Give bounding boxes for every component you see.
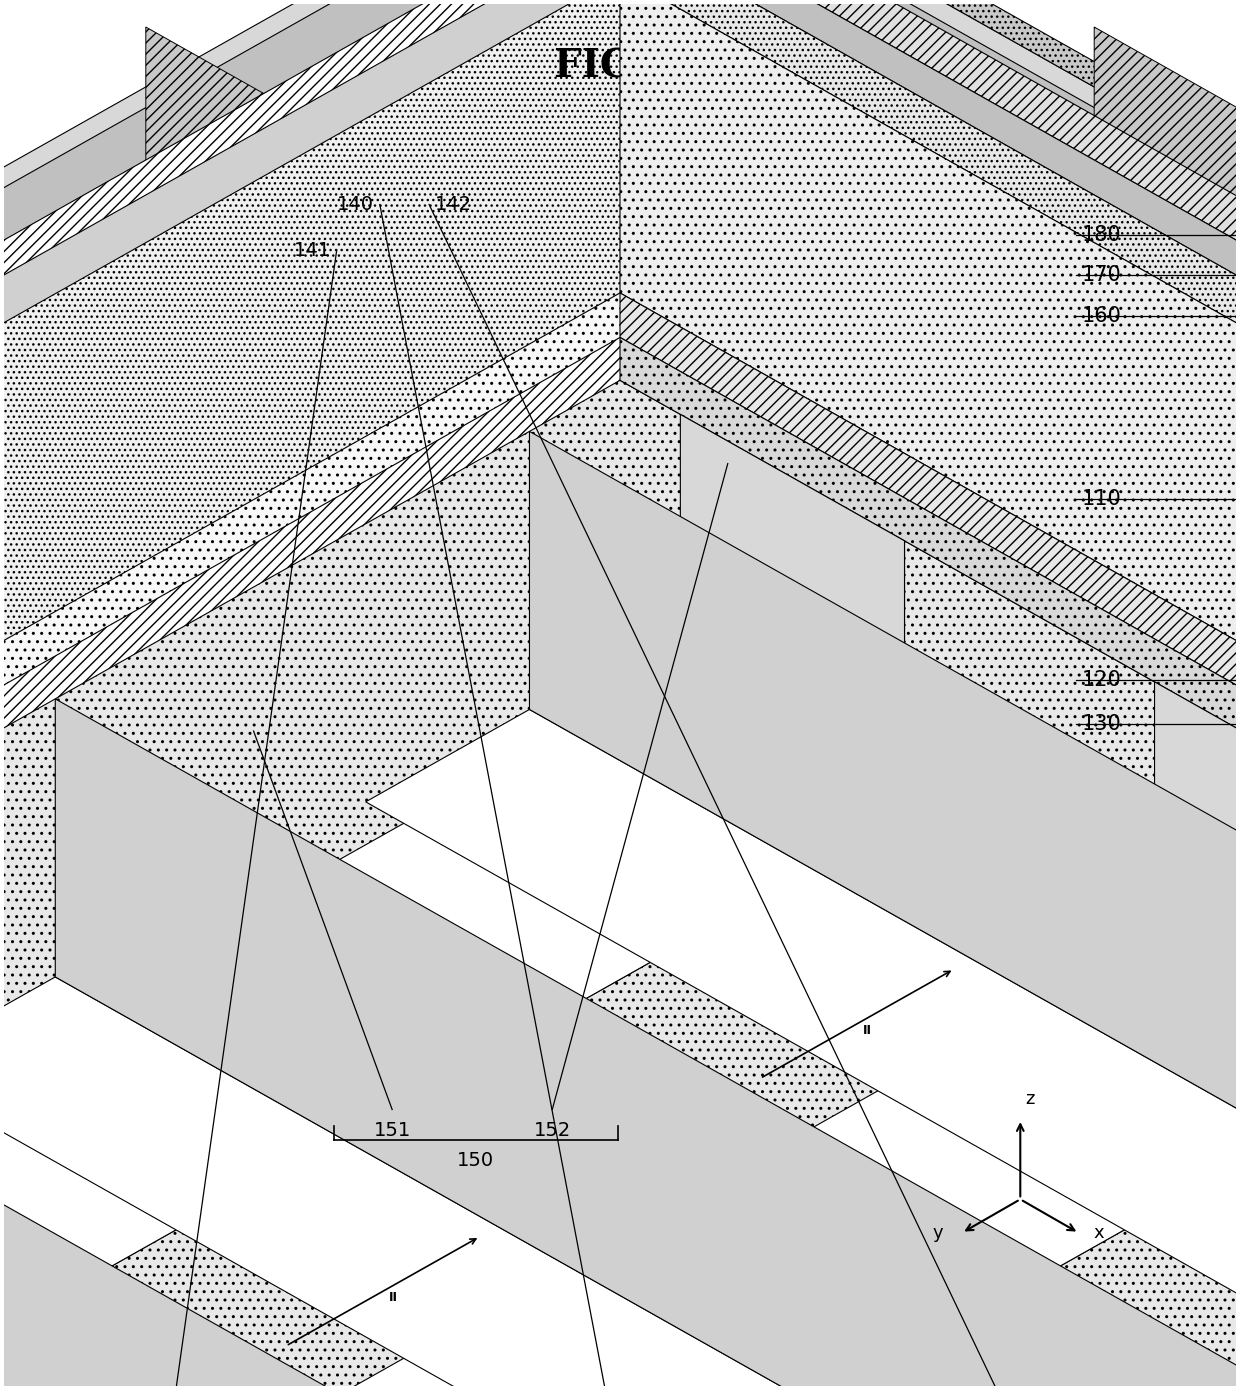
Polygon shape — [456, 1020, 784, 1205]
Polygon shape — [0, 293, 1240, 1390]
Text: x: x — [1094, 1225, 1105, 1243]
Polygon shape — [620, 922, 784, 1205]
Text: FIG. 1: FIG. 1 — [554, 47, 686, 85]
Polygon shape — [0, 0, 1240, 1300]
Text: 151: 151 — [373, 1120, 410, 1140]
Polygon shape — [620, 623, 1240, 1386]
Polygon shape — [56, 699, 1240, 1390]
Text: 180: 180 — [1081, 225, 1121, 245]
Text: y: y — [932, 1225, 944, 1243]
Polygon shape — [681, 414, 904, 819]
Text: 152: 152 — [533, 1120, 570, 1140]
Polygon shape — [620, 570, 1240, 1307]
Polygon shape — [146, 562, 310, 845]
Text: 140: 140 — [337, 195, 373, 214]
Text: 130: 130 — [1081, 713, 1122, 734]
Polygon shape — [366, 709, 1240, 1390]
Polygon shape — [620, 338, 1240, 1109]
Polygon shape — [620, 0, 784, 135]
Text: II: II — [863, 1024, 873, 1037]
Polygon shape — [620, 830, 784, 1112]
Polygon shape — [620, 578, 1240, 1351]
Polygon shape — [620, 293, 1240, 1068]
Polygon shape — [0, 1244, 874, 1390]
Text: z: z — [1025, 1090, 1035, 1108]
Polygon shape — [0, 966, 874, 1390]
Polygon shape — [620, 1068, 1240, 1390]
Polygon shape — [86, 809, 1240, 1390]
Polygon shape — [620, 524, 1240, 1279]
Polygon shape — [529, 431, 1240, 1390]
Polygon shape — [146, 120, 310, 403]
Polygon shape — [620, 295, 784, 578]
Text: 141: 141 — [294, 240, 331, 260]
Text: 110: 110 — [1081, 489, 1122, 509]
Text: 150: 150 — [458, 1151, 495, 1170]
Polygon shape — [0, 0, 1240, 1351]
Polygon shape — [0, 692, 904, 1390]
Polygon shape — [620, 0, 1240, 549]
Text: 120: 120 — [1081, 670, 1122, 689]
Polygon shape — [620, 549, 1240, 1307]
Text: 170: 170 — [1081, 264, 1122, 285]
Text: 142: 142 — [435, 195, 472, 214]
Polygon shape — [0, 960, 1240, 1390]
Polygon shape — [620, 657, 1240, 1390]
Polygon shape — [620, 0, 1240, 1023]
Polygon shape — [146, 26, 310, 310]
Polygon shape — [0, 752, 310, 937]
Polygon shape — [336, 1227, 1240, 1390]
Polygon shape — [1154, 682, 1240, 1087]
Text: II: II — [389, 1291, 398, 1304]
Polygon shape — [559, 1076, 1240, 1390]
Polygon shape — [0, 0, 1240, 1279]
Polygon shape — [620, 0, 1240, 623]
Polygon shape — [0, 977, 1240, 1390]
Polygon shape — [146, 655, 310, 937]
Polygon shape — [620, 0, 1240, 705]
Polygon shape — [620, 0, 1240, 657]
Polygon shape — [456, 0, 784, 135]
Polygon shape — [1094, 120, 1240, 403]
Polygon shape — [1094, 562, 1240, 845]
Polygon shape — [620, 705, 1240, 1390]
Polygon shape — [620, 386, 784, 670]
Polygon shape — [0, 381, 1240, 1390]
Polygon shape — [930, 752, 1240, 937]
Polygon shape — [1094, 26, 1240, 310]
Polygon shape — [620, 0, 1240, 578]
Polygon shape — [620, 1023, 1240, 1390]
Polygon shape — [0, 338, 1240, 1390]
Polygon shape — [620, 0, 784, 43]
Polygon shape — [930, 218, 1240, 403]
Polygon shape — [0, 218, 310, 403]
Polygon shape — [1094, 655, 1240, 937]
Polygon shape — [0, 541, 904, 1390]
Polygon shape — [456, 485, 784, 670]
Text: 160: 160 — [1081, 306, 1122, 327]
